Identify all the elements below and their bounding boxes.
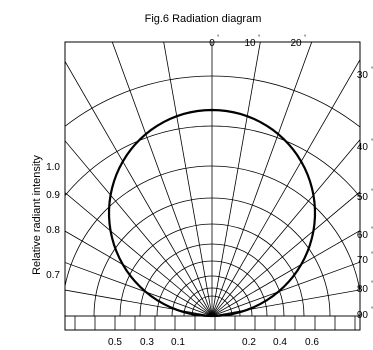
angle-tick-label: 30 <box>357 70 369 81</box>
angle-tick-label: 70 <box>357 255 369 266</box>
bottom-tick-label: 0.4 <box>273 337 287 348</box>
degree-mark: ° <box>371 252 373 258</box>
intensity-ring-gridline <box>191 295 233 317</box>
angle-tick-label: 90 <box>357 310 369 321</box>
degree-mark: ° <box>371 139 373 145</box>
radial-gridline <box>65 60 213 317</box>
radial-gridline <box>65 289 213 317</box>
degree-mark: ° <box>371 189 373 195</box>
angle-tick-label: 80 <box>357 284 369 295</box>
intensity-curve-layer <box>107 108 317 318</box>
y-axis-label: Relative radiant intensity <box>31 155 43 275</box>
plot-frame <box>64 41 361 331</box>
bottom-tick-label: 0.5 <box>108 337 122 348</box>
intensity-tick-label: 0.7 <box>46 270 60 281</box>
degree-mark: ° <box>304 35 307 41</box>
bottom-tick-label: 0.2 <box>242 337 256 348</box>
intensity-ring-gridline <box>65 125 360 198</box>
radial-gridline <box>65 262 213 317</box>
intensity-ring-gridline <box>65 165 360 295</box>
intensity-ring-gridline <box>93 197 331 317</box>
intensity-tick-label: 1.0 <box>46 162 60 173</box>
radial-gridline <box>211 42 261 317</box>
degree-mark: ° <box>371 67 373 73</box>
bottom-tick-label: 0.3 <box>140 337 154 348</box>
bottom-tick-label: 0.6 <box>305 337 319 348</box>
intensity-curve <box>107 108 317 318</box>
angle-tick-label: 40 <box>357 142 369 153</box>
intensity-tick-label: 0.9 <box>46 190 60 201</box>
intensity-ring-gridline <box>65 75 360 128</box>
radial-gridline <box>211 289 360 317</box>
degree-mark: ° <box>371 307 373 313</box>
radial-gridline <box>211 138 360 317</box>
bottom-tick-label: 0.1 <box>171 337 185 348</box>
bottom-tick-labels: 0.5 0.3 0.1 0.2 0.4 0.6 <box>108 337 319 348</box>
intensity-tick-labels: 1.0 0.9 0.8 0.7 <box>46 162 60 281</box>
radial-gridline <box>211 58 360 317</box>
angle-tick-label: 60 <box>357 230 369 241</box>
polar-grid <box>65 42 360 330</box>
radial-gridline <box>163 42 213 317</box>
chart-title: Fig.6 Radiation diagram <box>145 13 262 25</box>
degree-mark: ° <box>258 35 261 41</box>
intensity-ring-gridline <box>183 287 241 317</box>
intensity-ring-gridline <box>156 260 268 317</box>
degree-mark: ° <box>217 35 220 41</box>
intensity-ring-gridline <box>139 243 285 317</box>
radial-gridline <box>111 42 213 317</box>
intensity-tick-label: 0.8 <box>46 225 60 236</box>
angle-tick-label: 20 <box>290 38 302 49</box>
angle-tick-label: 50 <box>357 192 369 203</box>
angle-tick-label: 0 <box>209 38 215 49</box>
angle-tick-labels: 0 ° 10 ° 20 °30 °40 °50 °60 °70 °80 °90 ° <box>209 35 373 321</box>
degree-mark: ° <box>371 281 373 287</box>
radial-gridline <box>65 140 213 317</box>
radial-gridline <box>65 230 213 317</box>
radial-gridline <box>211 261 360 317</box>
radial-gridline <box>65 192 213 317</box>
intensity-ring-gridline <box>171 275 253 317</box>
radial-gridline <box>211 42 313 317</box>
degree-mark: ° <box>371 227 373 233</box>
radial-gridline <box>211 230 360 317</box>
angle-tick-label: 10 <box>244 38 256 49</box>
radial-gridline <box>211 191 360 317</box>
